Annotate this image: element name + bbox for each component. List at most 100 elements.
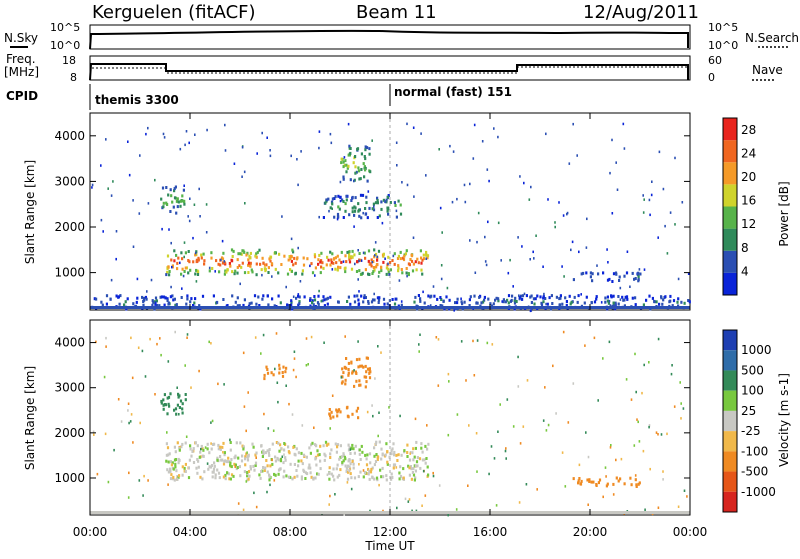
heatmap-cell [412,467,415,471]
heatmap-cell [362,211,364,215]
heatmap-cell [350,360,353,364]
heatmap-cell [358,357,361,361]
heatmap-cell [609,304,612,307]
heatmap-cell [339,195,342,199]
heatmap-cell [403,449,406,453]
heatmap-cell [345,469,348,473]
colorbar-swatch [723,350,737,371]
heatmap-cell [306,257,309,261]
heatmap-cell [533,257,535,260]
heatmap-cell [246,471,249,474]
heatmap-cell [199,450,202,454]
heatmap-cell [216,456,219,460]
heatmap-cell [419,297,422,301]
heatmap-cell [338,207,341,211]
heatmap-cell [421,504,423,507]
heatmap-cell [626,297,629,301]
heatmap-cell [406,443,409,447]
heatmap-cell [268,475,271,479]
heatmap-cell [558,303,562,307]
heatmap-cell [174,407,178,411]
heatmap-cell [572,382,575,385]
heatmap-cell [393,463,397,467]
heatmap-cell [529,295,532,299]
heatmap-cell [401,271,404,275]
heatmap-cell [299,280,302,283]
heatmap-cell [617,302,620,306]
heatmap-cell [354,262,356,266]
heatmap-cell [366,146,369,150]
heatmap-cell [181,407,184,411]
heatmap-cell [547,198,549,201]
colorbar-frame [722,329,738,513]
heatmap-cell [362,365,365,369]
heatmap-cell [505,457,507,460]
heatmap-cell [426,254,430,258]
heatmap-cell [608,299,611,303]
heatmap-cell [365,457,368,461]
heatmap-cell [418,457,422,461]
heatmap-cell [169,210,172,213]
colorbar-swatch [723,140,737,163]
heatmap-cell [612,272,616,276]
heatmap-cell [461,302,464,306]
heatmap-cell [460,300,463,304]
heatmap-cell [381,221,384,225]
heatmap-cell [643,198,645,201]
heatmap-cell [642,211,645,214]
heatmap-cell [311,301,314,305]
heatmap-cell [267,451,270,455]
heatmap-cell [332,415,335,419]
heatmap-cell [572,278,575,282]
heatmap-cell [387,267,390,271]
heatmap-cell [610,295,613,299]
heatmap-cell [357,302,361,306]
heatmap-cell [339,468,342,472]
heatmap-cell [262,449,265,453]
heatmap-cell [374,442,377,446]
heatmap-cell [605,475,607,478]
heatmap-cell [423,458,426,462]
heatmap-cell [410,253,413,257]
heatmap-cell [329,452,332,456]
heatmap-cell [326,473,329,476]
heatmap-cell [184,462,187,466]
heatmap-cell [661,302,664,306]
heatmap-cell [130,413,133,416]
heatmap-cell [430,294,433,298]
heatmap-cell [194,297,197,301]
heatmap-cell [169,467,172,471]
heatmap-cell [398,279,401,282]
heatmap-cell [317,262,320,266]
heatmap-cell [484,235,486,239]
heatmap-cell [336,463,339,467]
heatmap-cell [572,477,575,481]
heatmap-cell [340,455,343,459]
heatmap-cell [355,270,359,273]
heatmap-cell [175,253,178,257]
colorbar-tick-label: 12 [741,217,756,231]
heatmap-cell [329,414,332,418]
heatmap-cell [208,266,211,270]
heatmap-cell [217,382,219,386]
heatmap-cell [361,450,364,454]
heatmap-cell [266,490,268,494]
heatmap-cell [384,200,387,204]
heatmap-cell [394,297,397,301]
heatmap-cell [343,267,346,271]
heatmap-cell [327,258,330,262]
heatmap-cell [424,444,427,448]
colorbar-tick-label: 24 [741,146,756,160]
heatmap-cell [105,345,107,348]
heatmap-cell [253,294,257,298]
heatmap-cell [382,252,385,256]
heatmap-cell [298,300,301,304]
heatmap-cell [369,461,372,465]
heatmap-cell [522,425,525,428]
heatmap-cell [225,270,228,274]
heatmap-cell [568,294,571,298]
heatmap-cell [468,304,471,307]
heatmap-cell [258,248,261,252]
heatmap-cell [178,394,181,398]
